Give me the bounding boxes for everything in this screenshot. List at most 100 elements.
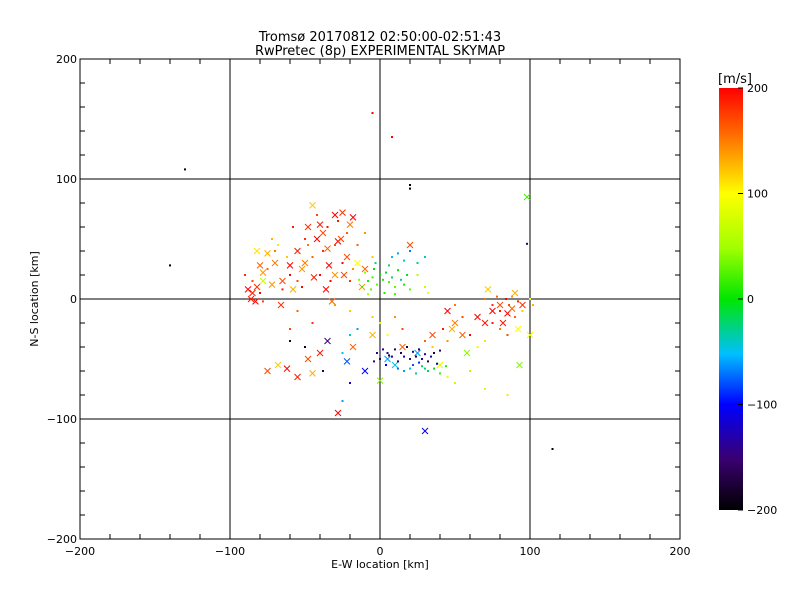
dot-marker-point: [388, 281, 390, 284]
dot-marker-point: [415, 372, 417, 375]
dot-marker-point: [409, 367, 411, 370]
dot-marker-point: [409, 187, 411, 190]
dot-marker-point: [349, 334, 351, 336]
x-marker-point: [463, 349, 471, 357]
dot-marker-point: [416, 262, 419, 264]
dot-marker-point: [169, 264, 171, 267]
x-marker-point: [274, 361, 282, 369]
x-marker-point: [346, 221, 354, 228]
x-marker-point: [526, 331, 534, 339]
x-marker-point: [309, 202, 316, 209]
dot-marker-point: [506, 394, 509, 396]
x-marker-point: [325, 262, 333, 269]
x-marker-point: [384, 355, 391, 363]
dot-marker-point: [379, 322, 381, 324]
x-marker-point: [279, 277, 286, 285]
x-marker-point: [484, 286, 492, 293]
dot-marker-point: [499, 310, 501, 312]
dot-marker-point: [388, 264, 390, 267]
dot-marker-point: [319, 274, 321, 276]
x-marker-point: [523, 193, 531, 201]
y-tick-label: −100: [47, 413, 77, 426]
x-marker-point: [294, 373, 301, 381]
dot-marker-point: [326, 226, 329, 228]
dot-marker-point: [394, 286, 396, 288]
dot-marker-point: [371, 256, 374, 258]
dot-marker-point: [406, 274, 408, 276]
dot-marker-point: [371, 112, 374, 114]
x-marker-point: [516, 361, 523, 369]
x-marker-point: [298, 265, 306, 273]
dot-marker-point: [184, 168, 186, 171]
x-marker-point: [334, 409, 342, 417]
dot-marker-point: [409, 184, 411, 186]
dot-marker-point: [424, 286, 426, 288]
dot-marker-point: [433, 367, 435, 370]
dot-marker-point: [364, 232, 366, 234]
dot-marker-point: [454, 304, 456, 306]
dot-marker-point: [442, 328, 444, 330]
dot-marker-point: [412, 364, 414, 366]
x-marker-point: [294, 247, 301, 255]
dot-marker-point: [491, 304, 494, 306]
x-marker-point: [286, 262, 294, 269]
dot-marker-point: [409, 288, 411, 291]
x-marker-point: [259, 277, 267, 285]
dot-marker-point: [415, 355, 417, 358]
dot-marker-point: [316, 214, 318, 216]
y-tick-label: 100: [56, 173, 77, 186]
x-marker-point: [331, 271, 339, 279]
dot-marker-point: [394, 293, 396, 296]
dot-marker-point: [373, 360, 375, 363]
dot-marker-point: [551, 448, 554, 450]
dot-marker-point: [382, 278, 384, 281]
dot-marker-point: [476, 346, 479, 348]
dot-marker-point: [506, 334, 509, 336]
dot-marker-point: [311, 256, 314, 258]
x-marker-point: [252, 298, 259, 305]
dot-marker-point: [394, 316, 396, 318]
y-tick-label: −200: [47, 533, 77, 546]
x-marker-point: [343, 358, 351, 365]
dot-marker-point: [322, 250, 324, 252]
dot-marker-point: [373, 268, 375, 270]
dot-marker-point: [367, 280, 369, 282]
x-marker-point: [304, 223, 312, 231]
dot-marker-point: [499, 328, 501, 330]
x-marker-point: [337, 235, 345, 243]
dot-marker-point: [446, 340, 449, 342]
dot-marker-point: [403, 259, 405, 262]
x-marker-point: [489, 307, 496, 315]
dot-marker-point: [271, 238, 273, 240]
dot-marker-point: [334, 244, 336, 246]
x-marker-point: [244, 286, 252, 293]
x-marker-point: [322, 286, 330, 293]
x-marker-point: [304, 355, 312, 363]
x-marker-point: [309, 370, 316, 377]
dot-marker-point: [356, 244, 359, 246]
dot-marker-point: [356, 328, 359, 330]
plot-area: −200 −100 0 100 200 −200 −100 0 100 200: [47, 53, 691, 558]
dot-marker-point: [349, 310, 351, 312]
dot-marker-point: [296, 310, 299, 312]
x-marker-point: [268, 281, 276, 288]
x-marker-point: [459, 331, 466, 339]
colorbar-label: [m/s]: [718, 72, 752, 87]
dot-marker-point: [496, 295, 498, 298]
dot-marker-point: [379, 358, 381, 360]
x-marker-point: [324, 337, 331, 345]
dot-marker-point: [397, 360, 399, 363]
x-marker-point: [328, 298, 336, 305]
dot-marker-point: [259, 292, 261, 294]
dot-marker-point: [406, 346, 408, 348]
dot-marker-point: [341, 400, 344, 402]
x-marker-point: [508, 305, 516, 312]
dot-marker-point: [427, 292, 429, 294]
dot-marker-point: [370, 288, 372, 291]
dot-marker-point: [439, 372, 441, 375]
dot-marker-point: [379, 274, 381, 276]
x-marker-point: [448, 325, 456, 333]
dot-marker-point: [446, 376, 449, 378]
dot-marker-point: [445, 365, 447, 368]
dot-marker-point: [386, 334, 389, 336]
